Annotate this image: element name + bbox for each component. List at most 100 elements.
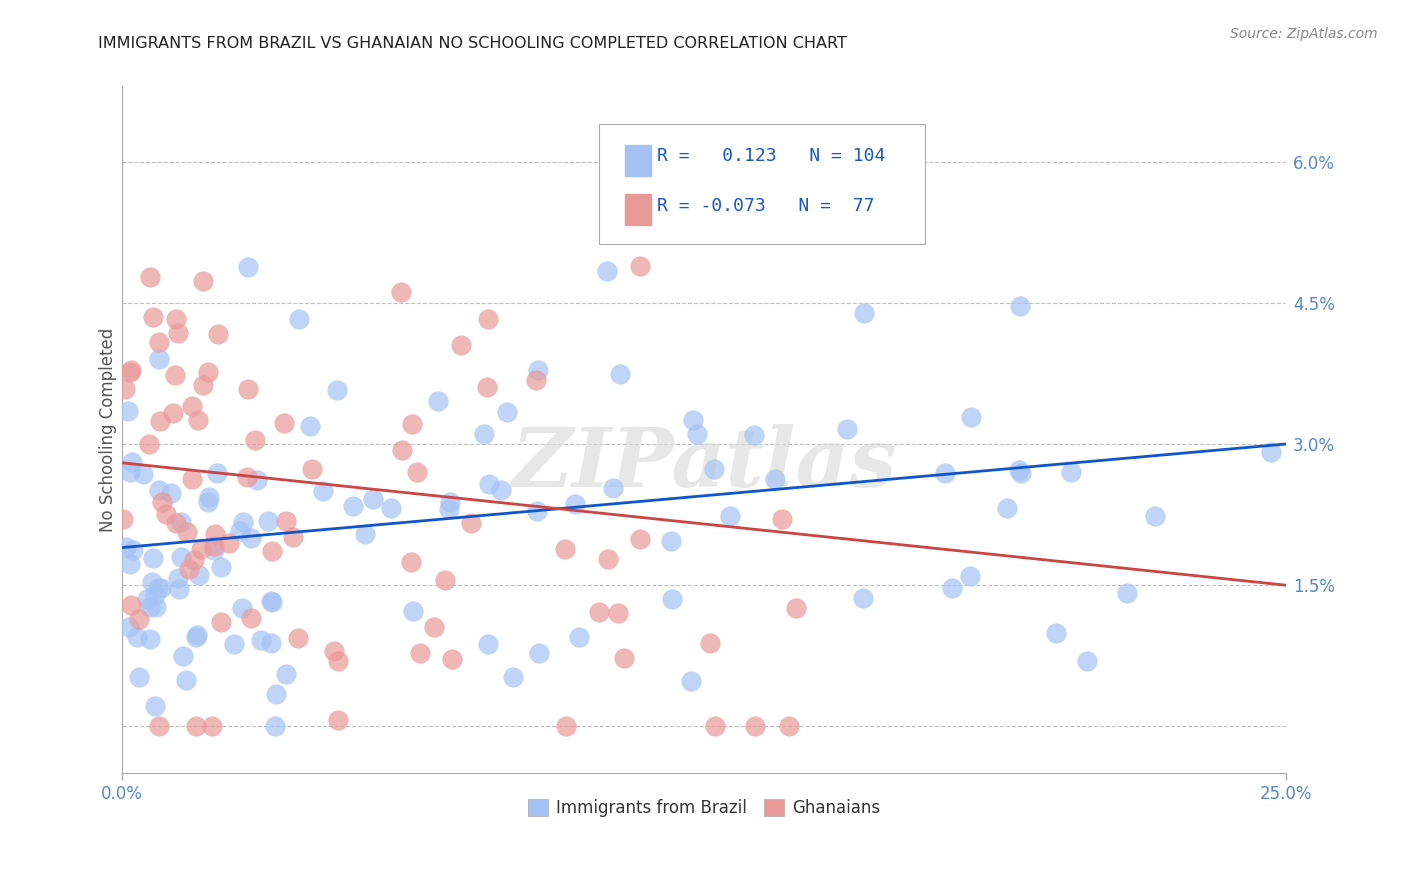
Ghanaians (120, 365, 142, 379)
Ghanaians (301, 462, 323, 476)
Ghanaians (477, 312, 499, 326)
Immigrants from Brazil (659, 534, 682, 549)
Immigrants from Brazil (122, 543, 145, 558)
Immigrants from Brazil (145, 599, 167, 614)
Immigrants from Brazil (250, 633, 273, 648)
Immigrants from Brazil (763, 472, 786, 486)
Ghanaians (239, 610, 262, 624)
Ghanaians (176, 525, 198, 540)
Immigrants from Brazil (1115, 586, 1137, 600)
Immigrants from Brazil (148, 352, 170, 367)
Immigrants from Brazil (960, 409, 983, 424)
Immigrants from Brazil (132, 467, 155, 481)
Ghanaians (218, 536, 240, 550)
Ghanaians (155, 507, 177, 521)
Immigrants from Brazil (477, 637, 499, 651)
Immigrants from Brazil (478, 477, 501, 491)
Ghanaians (238, 382, 260, 396)
Immigrants from Brazil (142, 550, 165, 565)
Immigrants from Brazil (489, 483, 512, 497)
Ghanaians (389, 285, 412, 300)
Ghanaians (150, 494, 173, 508)
Immigrants from Brazil (198, 491, 221, 505)
Ghanaians (139, 269, 162, 284)
Ghanaians (613, 651, 636, 665)
Ghanaians (204, 526, 226, 541)
Text: Source: ZipAtlas.com: Source: ZipAtlas.com (1230, 27, 1378, 41)
Immigrants from Brazil (602, 481, 624, 495)
Immigrants from Brazil (240, 531, 263, 545)
Ghanaians (201, 719, 224, 733)
Immigrants from Brazil (143, 699, 166, 714)
Ghanaians (588, 605, 610, 619)
Immigrants from Brazil (1045, 626, 1067, 640)
Immigrants from Brazil (276, 667, 298, 681)
Ghanaians (606, 607, 628, 621)
Ghanaians (121, 599, 143, 613)
Ghanaians (209, 615, 232, 630)
Ghanaians (149, 414, 172, 428)
Immigrants from Brazil (139, 632, 162, 646)
Immigrants from Brazil (246, 473, 269, 487)
Immigrants from Brazil (852, 591, 875, 605)
Ghanaians (460, 516, 482, 530)
Immigrants from Brazil (150, 582, 173, 596)
Ghanaians (391, 443, 413, 458)
Immigrants from Brazil (266, 686, 288, 700)
Immigrants from Brazil (312, 483, 335, 498)
Immigrants from Brazil (135, 591, 157, 606)
Immigrants from Brazil (260, 635, 283, 649)
Ghanaians (187, 413, 209, 427)
Immigrants from Brazil (231, 600, 253, 615)
Ghanaians (142, 310, 165, 324)
Immigrants from Brazil (205, 466, 228, 480)
Ghanaians (165, 368, 187, 382)
Immigrants from Brazil (472, 426, 495, 441)
Immigrants from Brazil (568, 631, 591, 645)
Ghanaians (128, 612, 150, 626)
Immigrants from Brazil (595, 263, 617, 277)
Ghanaians (112, 512, 135, 526)
Immigrants from Brazil (361, 491, 384, 506)
Y-axis label: No Schooling Completed: No Schooling Completed (100, 327, 117, 532)
Ghanaians (181, 399, 204, 413)
Immigrants from Brazil (437, 502, 460, 516)
Ghanaians (190, 542, 212, 557)
Immigrants from Brazil (170, 549, 193, 564)
Immigrants from Brazil (128, 670, 150, 684)
Immigrants from Brazil (526, 362, 548, 376)
Immigrants from Brazil (260, 594, 283, 608)
Immigrants from Brazil (1143, 508, 1166, 523)
Immigrants from Brazil (609, 368, 631, 382)
Text: R = -0.073   N =  77: R = -0.073 N = 77 (658, 197, 875, 215)
Immigrants from Brazil (997, 500, 1019, 515)
Ghanaians (440, 652, 463, 666)
Immigrants from Brazil (1008, 299, 1031, 313)
Immigrants from Brazil (1008, 463, 1031, 477)
Ghanaians (191, 378, 214, 392)
Immigrants from Brazil (941, 581, 963, 595)
Ghanaians (326, 713, 349, 727)
Ghanaians (197, 365, 219, 379)
Immigrants from Brazil (170, 516, 193, 530)
Immigrants from Brazil (127, 630, 149, 644)
Immigrants from Brazil (167, 571, 190, 585)
Immigrants from Brazil (959, 569, 981, 583)
Ghanaians (323, 644, 346, 658)
Ghanaians (409, 646, 432, 660)
Immigrants from Brazil (197, 495, 219, 509)
Immigrants from Brazil (176, 673, 198, 688)
Immigrants from Brazil (720, 509, 742, 524)
Ghanaians (699, 636, 721, 650)
Immigrants from Brazil (160, 486, 183, 500)
Ghanaians (191, 273, 214, 287)
Immigrants from Brazil (564, 497, 586, 511)
Ghanaians (162, 405, 184, 419)
Immigrants from Brazil (222, 637, 245, 651)
Immigrants from Brazil (686, 427, 709, 442)
Ghanaians (184, 719, 207, 733)
Immigrants from Brazil (172, 648, 194, 663)
Text: ZIPatlas: ZIPatlas (512, 425, 897, 504)
Ghanaians (744, 719, 766, 733)
Immigrants from Brazil (529, 646, 551, 660)
